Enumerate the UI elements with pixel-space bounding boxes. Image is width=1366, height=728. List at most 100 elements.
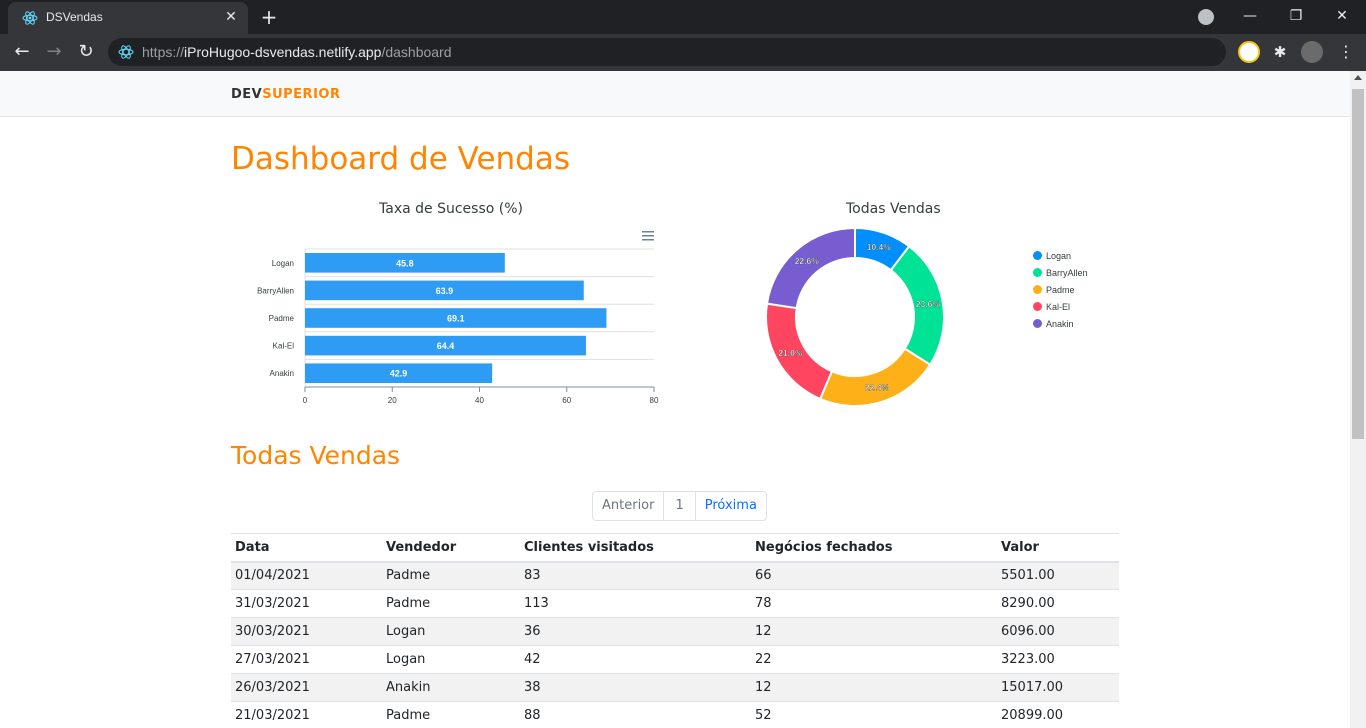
extensions-puzzle-icon[interactable]: ✱ bbox=[1273, 43, 1287, 61]
browser-tab[interactable]: DSVendas ✕ bbox=[8, 2, 248, 34]
sales-table: Data Vendedor Clientes visitados Negócio… bbox=[231, 533, 1119, 728]
cell: 27/03/2021 bbox=[231, 645, 382, 674]
header-valor: Valor bbox=[997, 533, 1119, 563]
cell: 38 bbox=[520, 673, 751, 702]
bar-value-label: 42.9 bbox=[390, 369, 408, 379]
cell: 52 bbox=[751, 701, 997, 728]
bar-category-label: Kal-El bbox=[273, 342, 295, 351]
donut-chart: 10.4% 23.6% 22.4% 21.0% 22.6% bbox=[765, 227, 945, 407]
legend-marker bbox=[1033, 251, 1042, 260]
restore-icon[interactable]: ❐ bbox=[1289, 8, 1303, 24]
address-bar[interactable]: https://iProHugoo-dsvendas.netlify.app/d… bbox=[108, 38, 1226, 66]
pagination-page[interactable]: 1 bbox=[663, 492, 694, 520]
bar bbox=[305, 308, 607, 328]
chart-menu-icon[interactable] bbox=[641, 230, 655, 242]
forward-icon[interactable]: → bbox=[46, 41, 62, 62]
table-row: 01/04/2021 Padme 83 66 5501.00 bbox=[231, 561, 1119, 590]
bar bbox=[305, 280, 584, 301]
x-tick-label: 80 bbox=[650, 396, 659, 405]
pagination-prev[interactable]: Anterior bbox=[602, 498, 655, 513]
url-path: /dashboard bbox=[381, 44, 452, 60]
legend-item[interactable]: Logan bbox=[1033, 247, 1088, 264]
donut-value-label: 10.4% bbox=[867, 242, 892, 252]
bar-chart: Logan 45.8 BarryAllen 63.9 Padme 69.1 Kal-El 64… bbox=[257, 248, 659, 405]
reload-icon[interactable]: ↻ bbox=[78, 41, 94, 62]
bar-value-label: 63.9 bbox=[436, 286, 454, 296]
donut-value-label: 22.4% bbox=[865, 383, 890, 393]
minimize-icon[interactable]: — bbox=[1243, 8, 1257, 24]
bar-category-label: Padme bbox=[269, 314, 295, 323]
donut-value-label: 22.6% bbox=[795, 256, 820, 266]
bar-value-label: 69.1 bbox=[447, 314, 465, 324]
legend-label: Kal-El bbox=[1046, 301, 1071, 312]
header-vendedor: Vendedor bbox=[382, 533, 520, 563]
bar-category-label: Anakin bbox=[270, 369, 294, 378]
cell: Logan bbox=[382, 617, 520, 646]
more-menu-icon[interactable]: ⋮ bbox=[1338, 42, 1354, 61]
legend-item[interactable]: BarryAllen bbox=[1033, 264, 1088, 281]
browser-toolbar: ← → ↻ https://iProHugoo-dsvendas.netlify… bbox=[0, 34, 1366, 71]
bar bbox=[305, 253, 505, 273]
donut-slice bbox=[765, 227, 856, 310]
bar-chart-title: Taxa de Sucesso (%) bbox=[379, 201, 523, 217]
cell: 26/03/2021 bbox=[231, 673, 382, 702]
donut-slice bbox=[818, 347, 932, 407]
cell: 12 bbox=[751, 673, 997, 702]
cell: 3223.00 bbox=[997, 645, 1119, 674]
cell: Logan bbox=[382, 645, 520, 674]
table-row: 30/03/2021 Logan 36 12 6096.00 bbox=[231, 617, 1119, 646]
pagination: Anterior 1 Próxima bbox=[592, 491, 767, 521]
table-row: 26/03/2021 Anakin 38 12 15017.00 bbox=[231, 673, 1119, 702]
close-window-icon[interactable]: ✕ bbox=[1336, 8, 1348, 24]
tab-search-icon[interactable] bbox=[1198, 9, 1214, 25]
logo-dev: DEV bbox=[231, 87, 263, 102]
table-row: 27/03/2021 Logan 42 22 3223.00 bbox=[231, 645, 1119, 674]
new-tab-icon[interactable]: + bbox=[260, 5, 278, 29]
cell: 20899.00 bbox=[997, 701, 1119, 728]
cell: 113 bbox=[520, 589, 751, 618]
scrollbar-thumb[interactable] bbox=[1352, 89, 1364, 439]
browser-tab-bar: DSVendas ✕ + — ❐ ✕ bbox=[0, 0, 1366, 34]
donut-legend: Logan BarryAllen Padme Kal-El Anakin bbox=[1033, 247, 1088, 332]
extension-icon[interactable] bbox=[1238, 41, 1260, 63]
legend-item[interactable]: Anakin bbox=[1033, 315, 1088, 332]
cell: 36 bbox=[520, 617, 751, 646]
bar-value-label: 45.8 bbox=[396, 258, 414, 268]
legend-label: Logan bbox=[1046, 250, 1072, 261]
cell: 22 bbox=[751, 645, 997, 674]
table-row: 31/03/2021 Padme 113 78 8290.00 bbox=[231, 589, 1119, 618]
cell: 30/03/2021 bbox=[231, 617, 382, 646]
bar bbox=[305, 363, 493, 383]
cell: 78 bbox=[751, 589, 997, 618]
cell: 88 bbox=[520, 701, 751, 728]
pagination-next[interactable]: Próxima bbox=[694, 492, 766, 520]
x-tick-label: 60 bbox=[562, 396, 571, 405]
x-tick-label: 0 bbox=[303, 396, 308, 405]
cell: 83 bbox=[520, 561, 751, 590]
close-tab-icon[interactable]: ✕ bbox=[225, 9, 237, 25]
legend-marker bbox=[1033, 302, 1042, 311]
bar-category-label: Logan bbox=[272, 259, 294, 268]
profile-avatar[interactable] bbox=[1301, 41, 1323, 63]
cell: Padme bbox=[382, 561, 520, 590]
legend-item[interactable]: Kal-El bbox=[1033, 298, 1088, 315]
x-tick-label: 20 bbox=[388, 396, 397, 405]
site-navbar: DEVSUPERIOR bbox=[0, 71, 1350, 117]
cell: 6096.00 bbox=[997, 617, 1119, 646]
donut-value-label: 21.0% bbox=[778, 348, 803, 358]
header-data: Data bbox=[231, 533, 382, 563]
back-icon[interactable]: ← bbox=[14, 41, 30, 62]
sales-section-title: Todas Vendas bbox=[231, 441, 401, 470]
cell: 21/03/2021 bbox=[231, 701, 382, 728]
scroll-up-icon[interactable] bbox=[1354, 75, 1362, 80]
logo-superior: SUPERIOR bbox=[262, 87, 341, 102]
cell: Padme bbox=[382, 701, 520, 728]
bar bbox=[305, 335, 586, 356]
cell: 31/03/2021 bbox=[231, 589, 382, 618]
react-icon bbox=[22, 11, 38, 25]
legend-label: Anakin bbox=[1046, 318, 1074, 329]
legend-item[interactable]: Padme bbox=[1033, 281, 1088, 298]
site-logo[interactable]: DEVSUPERIOR bbox=[231, 87, 340, 102]
cell: 42 bbox=[520, 645, 751, 674]
cell: Anakin bbox=[382, 673, 520, 702]
